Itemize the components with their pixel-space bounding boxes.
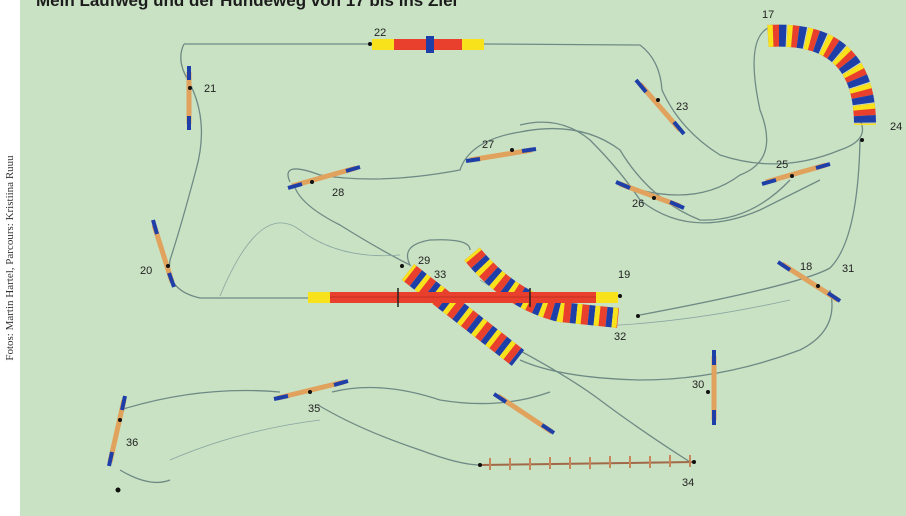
label-18: 18 xyxy=(800,261,812,273)
seesaw-22 xyxy=(372,36,484,53)
jump-25 xyxy=(761,162,831,186)
label-23: 23 xyxy=(676,101,688,113)
dog-path-right xyxy=(639,27,769,196)
obstacle-numbers: 17 18 19 20 21 22 23 24 25 26 27 28 29 3… xyxy=(126,9,902,489)
photo-credit-margin: Fotos: Martin Hartel, Parcours: Kristiin… xyxy=(0,0,20,516)
path-28-27 xyxy=(287,127,791,221)
label-29: 29 xyxy=(418,255,430,267)
jump-36 xyxy=(107,395,127,467)
jump-35 xyxy=(273,379,349,401)
path-36-35 xyxy=(119,386,551,411)
tunnel-17-24 xyxy=(767,24,876,126)
label-19: 19 xyxy=(618,269,630,281)
label-26: 26 xyxy=(632,198,644,210)
path-24-32 xyxy=(639,139,861,316)
handler-path-top xyxy=(184,43,864,165)
label-30: 30 xyxy=(692,379,704,391)
label-36: 36 xyxy=(126,437,138,449)
tunnel-33 xyxy=(401,264,525,366)
tunnel-32 xyxy=(464,247,620,328)
path-lines xyxy=(119,27,864,484)
jump-20 xyxy=(151,219,176,288)
jump-27 xyxy=(465,147,537,163)
path-36-finish xyxy=(119,469,171,484)
course-map xyxy=(20,0,906,516)
page-title: Mein Laufweg und der Hundeweg von 17 bis… xyxy=(36,0,458,10)
jump-23 xyxy=(634,78,686,136)
jump-28 xyxy=(287,165,361,190)
label-33: 33 xyxy=(434,269,446,281)
label-17: 17 xyxy=(762,9,774,21)
label-21: 21 xyxy=(204,83,216,95)
jump-26 xyxy=(615,180,685,210)
label-20: 20 xyxy=(140,265,152,277)
label-27: 27 xyxy=(482,139,494,151)
jump-unnumbered xyxy=(492,392,556,435)
label-35: 35 xyxy=(308,403,320,415)
label-22: 22 xyxy=(374,27,386,39)
path-28-29 xyxy=(293,184,471,267)
label-28: 28 xyxy=(332,187,344,199)
label-31: 31 xyxy=(842,263,854,275)
jumps xyxy=(107,66,842,467)
label-34: 34 xyxy=(682,477,694,489)
dogwalk-19 xyxy=(308,288,618,307)
label-24: 24 xyxy=(890,121,902,133)
jump-18 xyxy=(776,260,842,303)
path-35-34 xyxy=(317,329,693,466)
path-31-30 xyxy=(519,289,833,381)
label-25: 25 xyxy=(776,159,788,171)
direction-markers xyxy=(115,42,864,493)
weave-34 xyxy=(479,455,695,470)
handler-path-mid xyxy=(519,121,821,224)
label-32: 32 xyxy=(614,331,626,343)
